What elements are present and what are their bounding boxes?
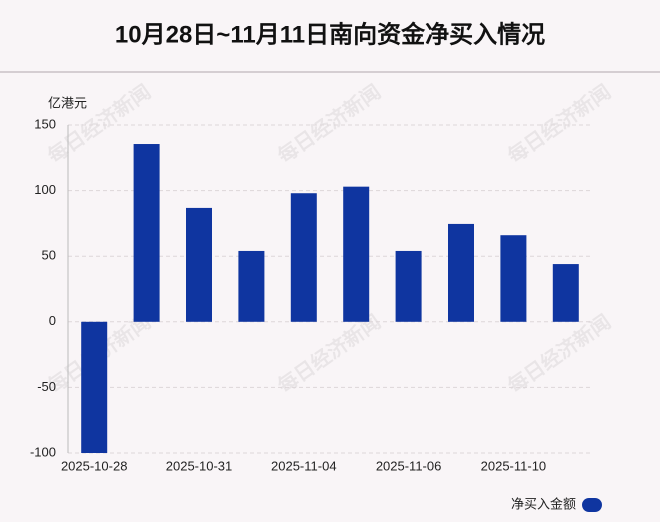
x-tick-label: 2025-11-06 (376, 458, 442, 473)
x-tick-label: 2025-11-10 (481, 458, 547, 473)
bar (81, 321, 108, 453)
bar (290, 193, 317, 322)
y-axis-label: 亿港元 (48, 95, 87, 110)
chart-title: 10月28日~11月11日南向资金净买入情况 (115, 20, 545, 48)
legend-swatch (582, 498, 602, 512)
bar (552, 264, 579, 322)
bar (238, 250, 265, 322)
y-tick-label: -100 (30, 444, 56, 459)
y-tick-label: 0 (49, 313, 56, 328)
x-tick-label: 2025-11-04 (271, 458, 337, 473)
y-tick-label: -50 (37, 379, 56, 394)
bar (448, 223, 474, 322)
y-tick-label: 100 (34, 182, 56, 197)
legend-label: 净买入金额 (511, 496, 576, 511)
bar (343, 186, 370, 322)
y-tick-label: 150 (34, 116, 56, 131)
bar (395, 250, 422, 322)
bar (133, 144, 160, 322)
bar (186, 207, 212, 322)
bar (500, 235, 527, 322)
y-tick-label: 50 (42, 248, 56, 263)
x-tick-label: 2025-10-31 (166, 458, 233, 473)
x-tick-label: 2025-10-28 (61, 458, 128, 473)
